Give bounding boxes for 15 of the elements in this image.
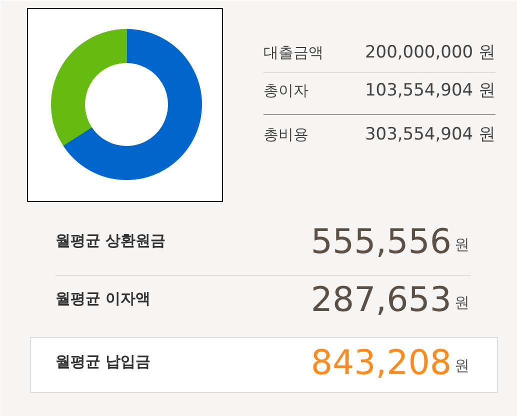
text: 총이자 (264, 82, 308, 100)
text: 월평균 상환원금 (56, 232, 166, 250)
text: 원 (454, 236, 470, 254)
text: 원 (454, 356, 470, 374)
text: 103,554,904 원 (364, 80, 496, 100)
text: 287,653 (310, 280, 452, 320)
text: 303,554,904 원 (364, 124, 496, 144)
text: 월평균 이자액 (56, 290, 151, 308)
text: 200,000,000 원 (364, 42, 496, 62)
text: 843,208 (310, 343, 452, 383)
text: 원 (454, 294, 470, 312)
text: 월평균 납입금 (56, 352, 151, 370)
text: 555,556 (310, 222, 452, 262)
text: 대출금액 (264, 44, 324, 62)
text: 총비용 (264, 126, 308, 144)
